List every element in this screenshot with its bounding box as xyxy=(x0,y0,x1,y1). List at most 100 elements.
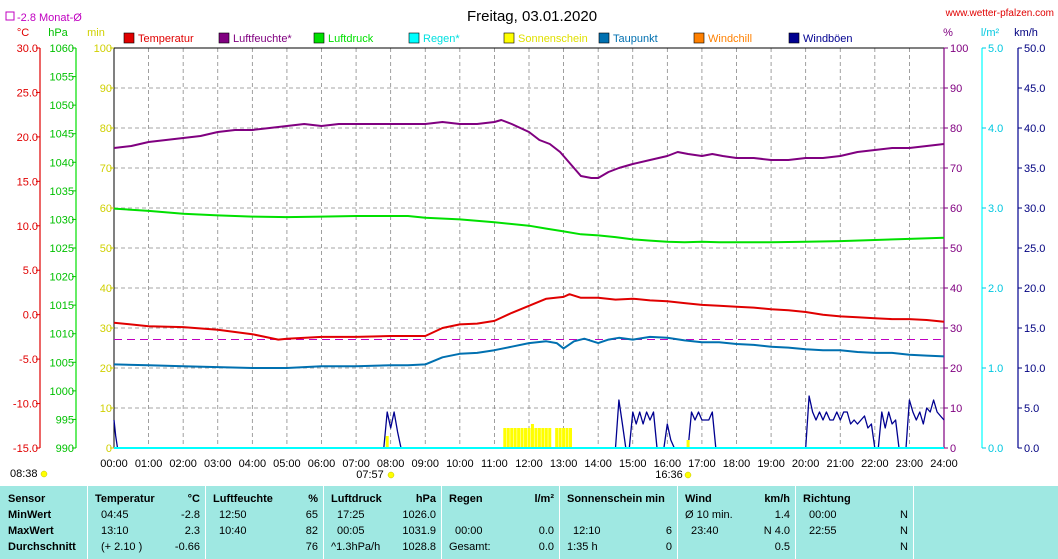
sun-bar-14 xyxy=(548,428,552,448)
legend-label-1: Luftfeuchte* xyxy=(233,33,292,45)
sensor-title: Sensor xyxy=(8,493,46,505)
tick-label-sun-2: 80 xyxy=(100,123,112,135)
stats-temperature: Temperatur °C 04:45 -2.8 13:10 2.3 (+ 2.… xyxy=(87,486,206,559)
x-tick-label-1: 01:00 xyxy=(135,458,163,470)
tick-label-wind-7: 15.0 xyxy=(1024,323,1045,335)
row-max-label: MaxWert xyxy=(8,525,54,537)
stats-sunshine: Sonnenschein min 12:10 6 1:35 h 0 xyxy=(559,486,678,559)
tick-label-humidity-10: 0 xyxy=(950,443,956,455)
tick-label-pressure-10: 1010 xyxy=(50,329,74,341)
tick-label-pressure-6: 1030 xyxy=(50,214,74,226)
rain-max-value: 0.0 xyxy=(538,525,554,537)
sun-bar-11 xyxy=(537,428,541,448)
unit-sun: min xyxy=(87,27,105,39)
sun-bar-15 xyxy=(555,428,559,448)
x-tick-label-23: 23:00 xyxy=(896,458,924,470)
tick-label-pressure-5: 1035 xyxy=(50,186,74,198)
tick-label-pressure-14: 990 xyxy=(56,443,74,455)
tick-label-wind-5: 25.0 xyxy=(1024,243,1045,255)
legend-swatch-2 xyxy=(313,32,325,44)
dir-max-time: 22:55 xyxy=(809,525,837,537)
hum-min-time: 12:50 xyxy=(219,509,247,521)
press-max-value: 1031.9 xyxy=(402,525,436,537)
stats-sensor: Sensor MinWert MaxWert Durchschnitt xyxy=(0,486,87,559)
month-avg-icon xyxy=(5,11,15,21)
rain-unit: l/m² xyxy=(534,493,554,505)
current-sun-icon xyxy=(40,470,48,478)
row-min-label: MinWert xyxy=(8,509,52,521)
x-tick-label-0: 00:00 xyxy=(100,458,128,470)
tick-label-humidity-3: 70 xyxy=(950,163,962,175)
sun-avg-value: 0 xyxy=(665,541,672,553)
x-tick-label-6: 06:00 xyxy=(308,458,336,470)
wind-max-time: 23:40 xyxy=(691,525,719,537)
x-tick-label-5: 05:00 xyxy=(273,458,301,470)
wind-unit: km/h xyxy=(764,493,790,505)
x-tick-label-16: 16:00 xyxy=(654,458,682,470)
tick-label-humidity-5: 50 xyxy=(950,243,962,255)
tick-label-wind-6: 20.0 xyxy=(1024,283,1045,295)
tick-label-humidity-8: 20 xyxy=(950,363,962,375)
stats-table: Sensor MinWert MaxWert Durchschnitt Temp… xyxy=(0,486,1058,559)
tick-label-sun-6: 40 xyxy=(100,283,112,295)
tick-label-wind-1: 45.0 xyxy=(1024,83,1045,95)
press-min-time: 17:25 xyxy=(337,509,365,521)
legend-label-2: Luftdruck xyxy=(328,33,374,45)
legend-swatch-7 xyxy=(788,32,800,44)
temp-max-value: 2.3 xyxy=(184,525,200,537)
unit-humidity: % xyxy=(943,27,953,39)
x-tick-label-7: 07:00 xyxy=(342,458,370,470)
tick-label-rain-5: 0.0 xyxy=(988,443,1003,455)
tick-label-rain-1: 4.0 xyxy=(988,123,1003,135)
sun-bar-8 xyxy=(527,428,531,448)
legend-label-0: Temperatur xyxy=(138,33,194,45)
tick-label-temp-6: 0.0 xyxy=(23,310,38,322)
tick-label-rain-0: 5.0 xyxy=(988,43,1003,55)
hum-max-time: 10:40 xyxy=(219,525,247,537)
weather-chart: Freitag, 03.01.2020 www.wetter-pfalzen.c… xyxy=(5,8,1054,481)
dir-min-value: N xyxy=(900,509,908,521)
tick-label-wind-3: 35.0 xyxy=(1024,163,1045,175)
legend-label-4: Sonnenschein xyxy=(518,33,588,45)
legend-swatch-3 xyxy=(408,32,420,44)
tick-label-humidity-6: 40 xyxy=(950,283,962,295)
press-trend: ^1.3hPa/h xyxy=(331,541,381,553)
unit-rain: l/m² xyxy=(981,27,1000,39)
tick-label-sun-5: 50 xyxy=(100,243,112,255)
tick-label-temp-1: 25.0 xyxy=(17,87,38,99)
tick-label-pressure-11: 1005 xyxy=(50,357,74,369)
sun-bar-2 xyxy=(506,428,510,448)
sun-bar-1 xyxy=(503,428,507,448)
x-tick-label-8: 08:00 xyxy=(377,458,405,470)
sun-bar-9 xyxy=(530,424,534,448)
tick-label-pressure-9: 1015 xyxy=(50,300,74,312)
temp-trend: (+ 2.10 ) xyxy=(101,541,143,553)
legend-swatch-1 xyxy=(218,32,230,44)
temp-min-value: -2.8 xyxy=(181,509,200,521)
tick-label-humidity-7: 30 xyxy=(950,323,962,335)
sun-title: Sonnenschein min xyxy=(567,493,665,505)
series-temperatur xyxy=(113,293,945,341)
tick-label-wind-9: 5.0 xyxy=(1024,403,1039,415)
legend-swatch-4 xyxy=(503,32,515,44)
x-tick-label-24: 24:00 xyxy=(930,458,958,470)
legend-swatch-0 xyxy=(123,32,135,44)
dir-min-time: 00:00 xyxy=(809,509,837,521)
sun-bar-12 xyxy=(541,428,545,448)
tick-label-sun-1: 90 xyxy=(100,83,112,95)
sun-total: 1:35 h xyxy=(567,541,598,553)
tick-label-rain-3: 2.0 xyxy=(988,283,1003,295)
tick-label-pressure-7: 1025 xyxy=(50,243,74,255)
wind-avg10-value: 1.4 xyxy=(774,509,790,521)
tick-label-pressure-8: 1020 xyxy=(50,272,74,284)
site-url[interactable]: www.wetter-pfalzen.com xyxy=(945,8,1054,19)
press-unit: hPa xyxy=(415,493,436,505)
tick-label-sun-7: 30 xyxy=(100,323,112,335)
wind-avg-value: 0.5 xyxy=(774,541,790,553)
legend-swatch-6 xyxy=(693,32,705,44)
tick-label-temp-8: -10.0 xyxy=(13,399,38,411)
tick-label-temp-7: -5.0 xyxy=(19,354,38,366)
x-tick-label-20: 20:00 xyxy=(792,458,820,470)
hum-title: Luftfeuchte xyxy=(213,493,273,505)
x-tick-label-2: 02:00 xyxy=(169,458,197,470)
